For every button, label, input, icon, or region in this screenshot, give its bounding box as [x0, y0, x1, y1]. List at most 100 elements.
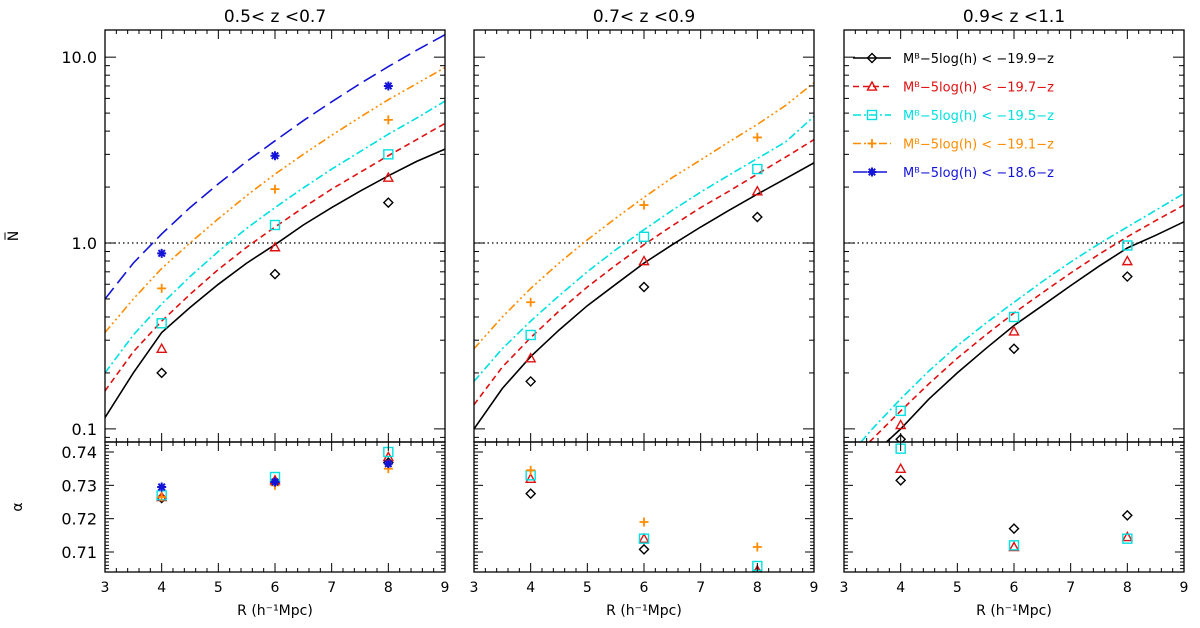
point-n-s186 — [383, 81, 393, 91]
point-alpha-s197 — [638, 532, 650, 543]
curve-s197 — [474, 138, 814, 406]
panel-title: 0.9< z <1.1 — [963, 7, 1065, 27]
point-alpha-s197 — [524, 472, 537, 483]
panels: 0.5< z <0.7 3 4 5 6 7 8 9 R (h⁻¹Mpc) 0.1 1.0 10.0 0.… — [4, 7, 1188, 619]
legend-entry-s195: Mᴮ−5log(h) < −19.5−z — [853, 109, 1054, 124]
top-frame — [473, 29, 815, 443]
curves — [860, 192, 1184, 442]
point-alpha-s199 — [895, 474, 907, 486]
x-tick-label: 4 — [526, 580, 535, 596]
curve-s186 — [105, 33, 445, 300]
y-tick-label: 0.73 — [61, 476, 97, 495]
point-alpha-s199 — [525, 488, 537, 500]
x-tick-label: 3 — [470, 580, 479, 596]
x-tick-label: 9 — [810, 580, 819, 596]
panel-title: 0.7< z <0.9 — [593, 7, 695, 27]
point-n-s197 — [894, 419, 907, 430]
point-alpha-s191 — [752, 542, 762, 552]
point-n-s199 — [382, 197, 394, 209]
y-axis-label-top: N̅ — [4, 231, 22, 241]
point-n-s199 — [525, 375, 537, 387]
curve-s195 — [105, 100, 445, 374]
panel-2: 0.7< z <0.9 3 4 5 6 7 8 9 R (h⁻¹Mpc) — [470, 7, 819, 619]
point-n-s199 — [638, 281, 650, 293]
y-tick-label: 10.0 — [61, 48, 97, 67]
point-n-s199 — [1121, 271, 1133, 283]
bottom-frame — [104, 441, 446, 573]
point-alpha-s197 — [1121, 531, 1134, 542]
y-tick-label: 0.1 — [72, 420, 97, 439]
point-alpha-s197 — [894, 462, 907, 473]
point-n-s195 — [525, 329, 536, 341]
legend-marker — [866, 52, 878, 64]
point-n-s191 — [383, 115, 393, 125]
legend-label: Mᴮ−5log(h) < −19.9−z — [903, 52, 1054, 67]
point-alpha-s199 — [638, 543, 650, 555]
ticks — [104, 30, 446, 572]
legend-marker — [866, 109, 878, 121]
x-tick-label: 3 — [101, 580, 110, 596]
x-tick-label: 6 — [1010, 580, 1019, 596]
bottom-frame — [473, 441, 815, 573]
point-n-s199 — [156, 367, 168, 379]
point-n-s191 — [639, 200, 649, 210]
legend-entry-s199: Mᴮ−5log(h) < −19.9−z — [853, 52, 1054, 67]
point-alpha-s195 — [1122, 533, 1133, 544]
x-axis-label: R (h⁻¹Mpc) — [606, 603, 682, 619]
point-alpha-s186 — [270, 477, 280, 487]
x-tick-label: 7 — [1066, 580, 1075, 596]
legend-label: Mᴮ−5log(h) < −19.5−z — [903, 109, 1054, 124]
bottom-frame — [843, 441, 1185, 573]
point-n-s191 — [526, 297, 536, 307]
points-bottom — [894, 443, 1134, 552]
x-tick-label: 9 — [1180, 580, 1189, 596]
curve-s199 — [885, 221, 1184, 442]
points-top — [155, 81, 395, 379]
point-n-s195 — [1008, 311, 1020, 323]
curve-s199 — [105, 148, 445, 419]
panel-title: 0.5< z <0.7 — [224, 7, 326, 27]
point-n-s197 — [155, 342, 168, 354]
x-axis-label: R (h⁻¹Mpc) — [976, 603, 1052, 619]
x-tick-label: 7 — [696, 580, 705, 596]
panel-3: 0.9< z <1.1 3 4 5 6 7 8 9 R (h⁻¹Mpc) — [840, 7, 1189, 619]
x-tick-label: 5 — [214, 580, 223, 596]
curve-s191 — [105, 66, 445, 334]
legend-entry-s197: Mᴮ−5log(h) < −19.7−z — [853, 81, 1054, 96]
y-tick-label: 0.72 — [61, 510, 97, 529]
point-n-s191 — [270, 184, 280, 194]
curve-s197 — [105, 122, 445, 392]
curve-s195 — [860, 192, 1184, 442]
point-n-s197 — [524, 352, 537, 363]
panel-1: 0.5< z <0.7 3 4 5 6 7 8 9 R (h⁻¹Mpc) 0.1 1.0 10.0 0.… — [4, 7, 449, 619]
x-axis-label: R (h⁻¹Mpc) — [237, 603, 313, 619]
x-tick-label: 9 — [441, 580, 450, 596]
point-n-s195 — [269, 219, 281, 231]
point-n-s199 — [751, 211, 763, 223]
curve-s197 — [868, 204, 1184, 442]
legend-label: Mᴮ−5log(h) < −18.6−z — [903, 166, 1054, 181]
point-n-s186 — [270, 151, 280, 161]
point-alpha-s191 — [157, 492, 167, 502]
x-tick-label: 8 — [1123, 580, 1132, 596]
legend-marker — [867, 139, 877, 148]
points-top — [524, 132, 764, 387]
point-n-s191 — [752, 132, 762, 142]
point-alpha-s197 — [1008, 541, 1020, 552]
x-tick-label: 7 — [327, 580, 336, 596]
ticks — [843, 30, 1185, 572]
point-n-s197 — [269, 241, 281, 252]
point-alpha-s191 — [639, 517, 649, 527]
x-tick-label: 5 — [953, 580, 962, 596]
y-tick-label: 0.74 — [61, 443, 97, 462]
point-n-s199 — [269, 268, 281, 280]
x-tick-label: 8 — [384, 580, 393, 596]
point-n-s195 — [1122, 240, 1133, 251]
top-frame — [104, 29, 446, 443]
points-bottom — [155, 446, 395, 504]
point-alpha-s186 — [383, 459, 393, 469]
point-n-s186 — [157, 248, 167, 258]
point-n-s199 — [895, 433, 907, 442]
x-tick-label: 6 — [271, 580, 280, 596]
